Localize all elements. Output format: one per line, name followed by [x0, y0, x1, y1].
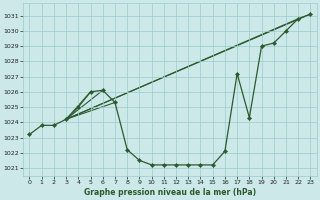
- X-axis label: Graphe pression niveau de la mer (hPa): Graphe pression niveau de la mer (hPa): [84, 188, 256, 197]
